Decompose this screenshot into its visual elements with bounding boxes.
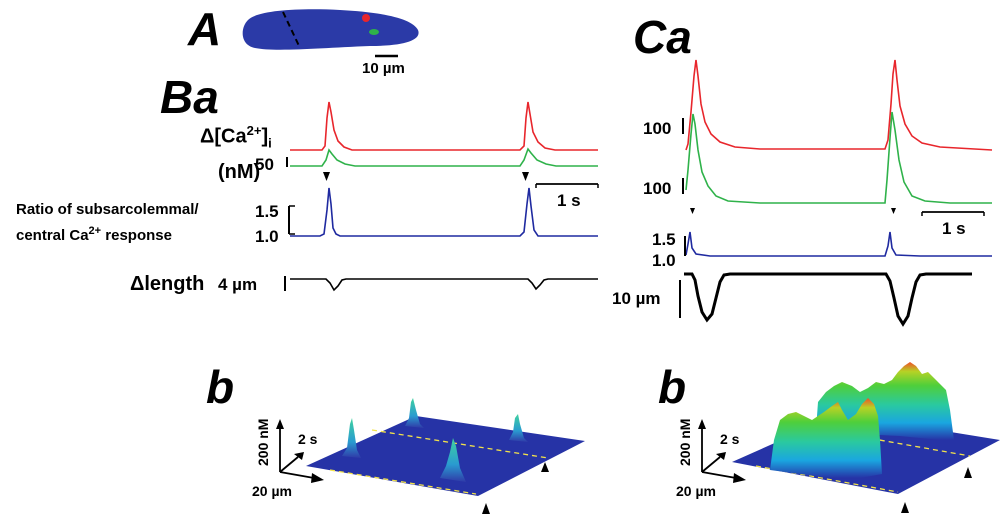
ba-ca-label-close: ] <box>261 125 269 148</box>
surface-left-time-axis <box>279 456 299 473</box>
ca-stimulus-marker-2 <box>891 208 896 214</box>
ba-length-scale-label: 4 µm <box>218 275 258 294</box>
ba-ca-label-sub: i <box>268 135 272 151</box>
ba-length-label: Δlength <box>130 273 205 295</box>
line-scan-position <box>282 11 301 49</box>
panel-label-b-left: b <box>206 361 235 413</box>
ba-ratio-label-line1: Ratio of subsarcolemmal/ <box>16 201 199 218</box>
roi-central <box>369 29 379 35</box>
ba-ratio-tick-high: 1.5 <box>255 202 279 221</box>
surface-right-marker-2 <box>901 502 909 513</box>
surface-right-space-axis <box>701 471 737 479</box>
surface-right-space-label: 20 µm <box>676 483 716 499</box>
ba-trace-length <box>290 278 598 292</box>
ba-trace-central <box>290 147 598 167</box>
panel-label-ca: Ca <box>633 11 692 63</box>
panel-label-ba: Ba <box>160 71 219 123</box>
ba-ratio-label-pre: central Ca <box>16 227 89 244</box>
ba-time-scale-label: 1 s <box>557 191 581 210</box>
ca-time-scale-label: 1 s <box>942 219 966 238</box>
surface-right-marker-1 <box>964 467 972 478</box>
ca-trace-central <box>685 111 992 204</box>
ba-traces <box>284 101 599 292</box>
ba-ca-scale-label: 50 <box>255 155 274 174</box>
panel-label-a: A <box>188 3 222 55</box>
ba-trace-ratio <box>290 187 598 237</box>
ba-ratio-tick-low: 1.0 <box>255 227 279 246</box>
ca-traces <box>679 59 993 327</box>
surface-plot-left <box>276 398 585 514</box>
ba-ca-label: Δ[Ca2+]i <box>200 124 272 150</box>
ba-ratio-label-post: response <box>101 227 172 244</box>
ca-stimulus-marker-1 <box>690 208 695 214</box>
surface-right-time-axis <box>701 456 721 473</box>
surface-right-time-label: 2 s <box>720 431 740 447</box>
ba-trace-subsarcolemmal <box>290 101 598 151</box>
surface-left-time-label: 2 s <box>298 431 318 447</box>
ba-ratio-label-sup: 2+ <box>88 225 102 237</box>
ca-trace-subsarcolemmal <box>685 59 993 151</box>
ca-ratio-tick-high: 1.5 <box>652 230 676 249</box>
ca-length-scale-label: 10 µm <box>612 289 661 308</box>
ba-ca-label-main: [Ca <box>214 125 247 148</box>
surface-left-space-axis <box>279 471 315 479</box>
cell-image <box>242 9 419 58</box>
ca-ca-scale-top-label: 100 <box>643 119 672 138</box>
roi-subsarcolemmal <box>362 14 370 22</box>
ca-ca-scale-bottom-label: 100 <box>643 179 672 198</box>
ca-trace-ratio <box>685 231 992 257</box>
ba-ca-label-sup: 2+ <box>246 123 262 138</box>
surface-left-space-label: 20 µm <box>252 483 292 499</box>
ba-unit-label: (nM) <box>218 161 261 183</box>
ba-stimulus-marker-2 <box>522 172 529 181</box>
surface-left-marker-2 <box>482 503 490 514</box>
cell-scale-label: 10 µm <box>362 60 405 77</box>
surface-plot-right <box>698 362 1000 513</box>
ca-trace-length <box>684 272 972 327</box>
ba-ratio-label-line2: central Ca2+ response <box>16 225 172 244</box>
surface-right-y-label: 200 nM <box>677 418 693 466</box>
ca-ratio-tick-low: 1.0 <box>652 251 676 270</box>
ba-ca-label-delta: Δ <box>200 125 215 148</box>
surface-left-marker-1 <box>541 462 549 472</box>
surface-left-y-label: 200 nM <box>255 418 271 466</box>
ba-stimulus-marker-1 <box>323 172 330 181</box>
panel-label-b-right: b <box>658 361 687 413</box>
